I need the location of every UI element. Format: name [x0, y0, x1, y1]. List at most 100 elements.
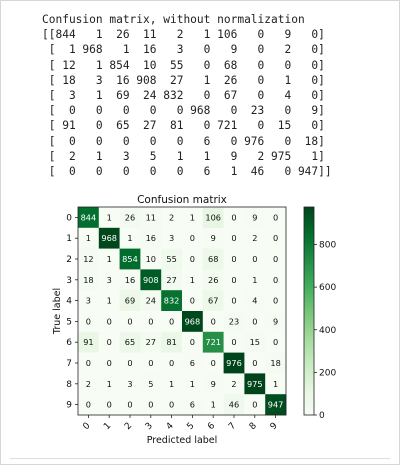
heatmap-cell: [119, 269, 141, 291]
heatmap-cell: [223, 290, 245, 312]
cell-value-label: 721: [205, 337, 221, 347]
cell-value-label: 3: [107, 275, 112, 285]
heatmap-cell: [161, 311, 183, 333]
heatmap-cell: [182, 331, 204, 353]
cell-value-label: 16: [125, 275, 135, 285]
heatmap-cell: [202, 290, 224, 312]
x-tick-label: 0: [81, 421, 92, 432]
colorbar-tick-label: 200: [319, 368, 336, 378]
heatmap-cell: [244, 331, 266, 353]
heatmap-cell: [119, 227, 141, 249]
cell-value-label: 2: [252, 233, 257, 243]
y-tick-label: 2: [66, 255, 72, 265]
x-tick-label: 2: [123, 421, 134, 432]
heatmap-cell: [140, 290, 162, 312]
cell-value-label: 0: [273, 233, 278, 243]
cell-value-label: 0: [148, 358, 153, 368]
printout-row: [ 1 968 1 16 3 0 9 0 2 0]: [42, 43, 325, 57]
heatmap-cell: [244, 227, 266, 249]
cell-value-label: 0: [107, 337, 112, 347]
printout-row: [ 12 1 854 10 55 0 68 0 0 0]: [42, 58, 325, 72]
cell-value-label: 3: [86, 296, 91, 306]
x-tick-label: 4: [165, 421, 176, 432]
heatmap-cell: [78, 331, 100, 353]
heatmap-cell: [98, 290, 120, 312]
cell-value-label: 27: [146, 337, 156, 347]
cell-value-label: 1: [107, 379, 112, 389]
heatmap-cell: [223, 269, 245, 291]
cell-value-label: 1: [86, 233, 91, 243]
y-tick-label: 0: [66, 213, 72, 223]
cell-value-label: 0: [273, 337, 278, 347]
cell-value-label: 106: [205, 212, 221, 222]
cell-value-label: 9: [211, 233, 216, 243]
heatmap-cell: [161, 290, 183, 312]
heatmap-cell: [78, 269, 100, 291]
heatmap-cell: [182, 227, 204, 249]
cell-value-label: 1: [107, 254, 112, 264]
cell-value-label: 15: [250, 337, 260, 347]
cell-value-label: 975: [247, 379, 263, 389]
cell-value-label: 0: [252, 254, 257, 264]
cell-value-label: 26: [125, 212, 135, 222]
cell-value-label: 9: [273, 316, 278, 326]
heatmap-cell: [202, 311, 224, 333]
heatmap-cell: [161, 373, 183, 395]
heatmap-cell: [223, 227, 245, 249]
heatmap-cell: [265, 207, 287, 229]
heatmap-cell: [265, 373, 287, 395]
heatmap-cell: [140, 207, 162, 229]
cell-value-label: 1: [252, 275, 257, 285]
cell-value-label: 854: [122, 254, 138, 264]
cell-value-label: 0: [107, 358, 112, 368]
heatmap-cell: [119, 352, 141, 374]
heatmap-cell: [244, 373, 266, 395]
cell-value-label: 0: [231, 275, 236, 285]
heatmap-cell: [182, 207, 204, 229]
cell-value-label: 832: [164, 296, 180, 306]
heatmap-cell: [119, 394, 141, 416]
heatmap-cell: [182, 394, 204, 416]
cell-value-label: 968: [101, 233, 117, 243]
heatmap-cell: [78, 373, 100, 395]
colorbar-ticks: 0 200 400 600 800: [314, 241, 336, 421]
heatmap-cell: [161, 269, 183, 291]
cell-value-label: 0: [169, 316, 174, 326]
cell-value-label: 5: [148, 379, 153, 389]
colorbar: [303, 206, 315, 416]
heatmap-cell: [119, 331, 141, 353]
y-tick-label: 6: [66, 338, 72, 348]
cell-value-label: 1: [127, 233, 132, 243]
cell-value-label: 947: [268, 400, 284, 410]
confusion-matrix-printout: Confusion matrix, without normalization […: [42, 12, 332, 179]
heatmap-cell: [140, 269, 162, 291]
y-tick-label: 9: [66, 401, 72, 411]
cell-value-label: 9: [252, 212, 257, 222]
x-tick-label: 6: [206, 421, 217, 432]
cell-value-label: 1: [190, 379, 195, 389]
cell-value-label: 0: [107, 316, 112, 326]
y-tick-label: 8: [66, 380, 72, 390]
heatmap-cell: [265, 269, 287, 291]
divider: [10, 458, 390, 459]
y-tick-label: 1: [66, 234, 72, 244]
heatmap-cell: [182, 269, 204, 291]
heatmap-cell: [98, 311, 120, 333]
heatmap-cell: [98, 352, 120, 374]
cell-value-label: 0: [273, 296, 278, 306]
cell-value-label: 0: [252, 358, 257, 368]
cell-value-label: 0: [127, 316, 132, 326]
cell-value-label: 0: [231, 296, 236, 306]
y-tick-label: 4: [66, 297, 72, 307]
heatmap-cell: [244, 248, 266, 270]
cell-value-label: 11: [146, 212, 156, 222]
cell-value-label: 18: [270, 358, 280, 368]
cell-value-label: 0: [127, 358, 132, 368]
heatmap-cell: [244, 207, 266, 229]
heatmap-cell: [244, 290, 266, 312]
cell-value-label: 23: [229, 316, 239, 326]
printout-row: [ 0 0 0 0 0 6 0 976 0 18]: [42, 134, 325, 148]
x-tick-label: 8: [248, 421, 259, 432]
